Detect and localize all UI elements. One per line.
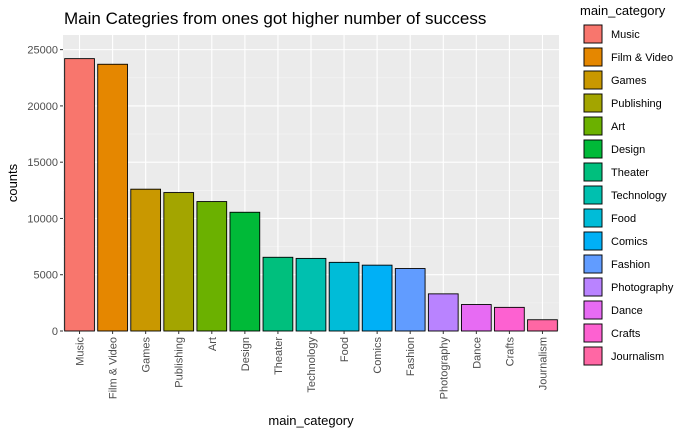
legend: main_category Music Film & Video Games Publ…: [580, 3, 674, 366]
x-tick-label: Design: [240, 337, 252, 371]
x-tick-label: Art: [207, 337, 219, 351]
legend-swatch: [583, 300, 603, 320]
legend-swatch: [583, 93, 603, 113]
legend-label: Dance: [611, 305, 643, 317]
bar-dance: [461, 304, 492, 332]
x-axis: Music Film & Video Games Publishing Art Desig…: [75, 331, 549, 400]
y-tick-label: 10000: [27, 213, 58, 225]
bar-publishing: [163, 192, 195, 332]
bar-art: [196, 201, 228, 332]
bar-journalism: [527, 319, 558, 332]
x-tick-label: Theater: [273, 337, 285, 375]
legend-label: Music: [611, 29, 640, 41]
chart-title: Main Categries from ones got higher numb…: [64, 9, 486, 28]
legend-swatch: [583, 139, 603, 159]
bar-design: [229, 211, 261, 332]
x-tick-label: Dance: [471, 337, 483, 369]
legend-swatch: [583, 47, 603, 67]
legend-swatch: [583, 208, 603, 228]
bar-photography: [427, 293, 459, 332]
legend-title: main_category: [580, 3, 666, 18]
legend-label: Theater: [611, 167, 649, 179]
bar-fashion: [394, 268, 426, 332]
y-tick-label: 25000: [27, 45, 58, 57]
legend-swatch: [583, 277, 603, 297]
legend-swatch: [583, 231, 603, 251]
y-axis: 0 5000 10000 15000 20000 25000: [27, 45, 63, 338]
legend-swatch: [583, 254, 603, 274]
x-tick-label: Film & Video: [108, 337, 120, 399]
legend-label: Art: [611, 121, 625, 133]
x-tick-label: Comics: [372, 337, 384, 374]
legend-label: Design: [611, 144, 645, 156]
y-tick-label: 15000: [27, 157, 58, 169]
x-tick-label: Crafts: [504, 337, 516, 367]
legend-label: Crafts: [611, 328, 641, 340]
legend-label: Games: [611, 75, 647, 87]
y-tick-label: 5000: [34, 270, 58, 282]
x-tick-label: Journalism: [537, 337, 549, 390]
bar-food: [328, 261, 360, 332]
bar-music: [64, 58, 95, 332]
bar-film-video: [97, 63, 128, 332]
x-axis-title: main_category: [268, 413, 354, 428]
y-tick-label: 20000: [27, 101, 58, 113]
legend-label: Technology: [611, 190, 667, 202]
legend-swatch: [583, 323, 603, 343]
bar-theater: [262, 256, 294, 332]
legend-swatch: [583, 346, 603, 366]
bars: [64, 58, 558, 332]
legend-label: Food: [611, 213, 636, 225]
legend-label: Publishing: [611, 98, 662, 110]
legend-swatch: [583, 24, 603, 44]
x-tick-label: Music: [75, 337, 87, 366]
y-axis-title: counts: [5, 163, 20, 202]
legend-label: Comics: [611, 236, 648, 248]
x-tick-label: Games: [141, 337, 153, 373]
bar-technology: [295, 257, 327, 332]
legend-label: Film & Video: [611, 52, 673, 64]
legend-label: Fashion: [611, 259, 650, 271]
legend-swatch: [583, 162, 603, 182]
x-tick-label: Photography: [438, 337, 450, 400]
legend-label: Journalism: [611, 351, 664, 363]
bar-comics: [361, 264, 393, 332]
legend-swatch: [583, 185, 603, 205]
legend-swatch: [583, 116, 603, 136]
legend-label: Photography: [611, 282, 674, 294]
legend-swatch: [583, 70, 603, 90]
x-tick-label: Food: [339, 337, 351, 362]
legend-items: Music Film & Video Games Publishing Art Desig…: [583, 24, 674, 366]
bar-crafts: [494, 306, 525, 332]
x-tick-label: Publishing: [174, 337, 186, 388]
x-tick-label: Fashion: [405, 337, 417, 376]
x-tick-label: Technology: [306, 337, 318, 393]
bar-games: [130, 188, 161, 332]
y-tick-label: 0: [52, 326, 58, 338]
